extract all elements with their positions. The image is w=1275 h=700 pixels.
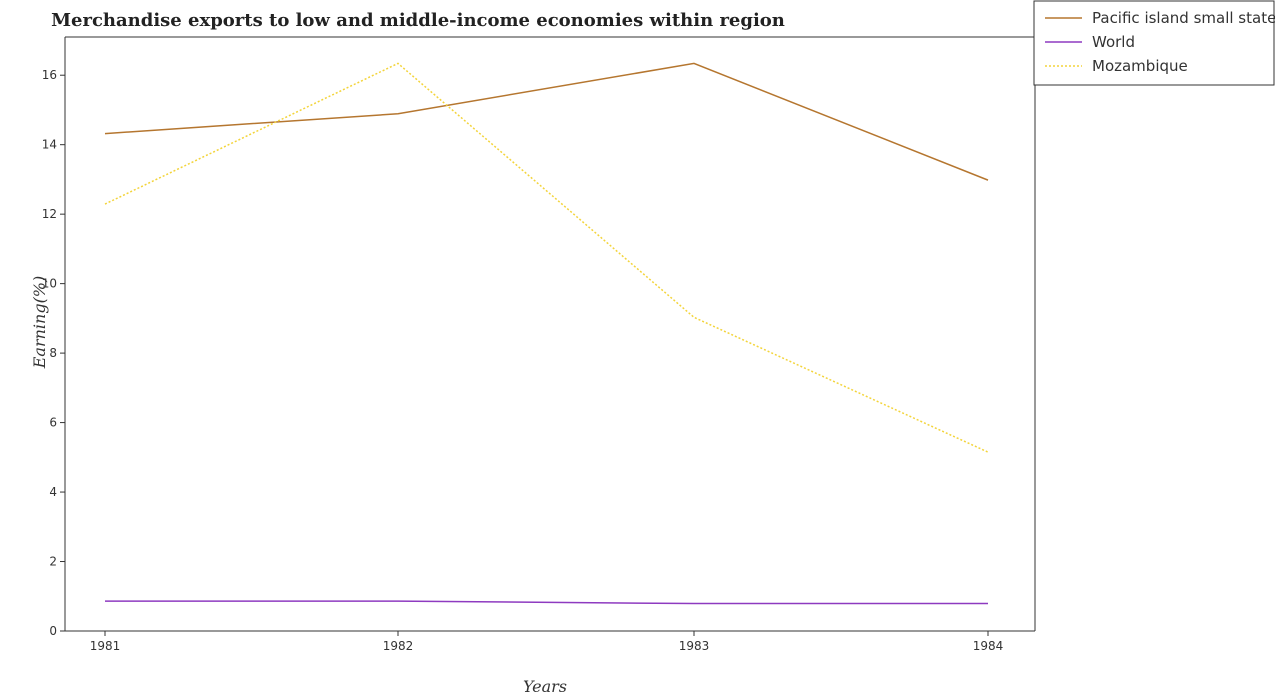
y-tick-label: 8 bbox=[49, 346, 57, 360]
y-tick-label: 10 bbox=[42, 277, 57, 291]
x-tick-label: 1981 bbox=[90, 639, 121, 653]
legend-label: World bbox=[1092, 33, 1135, 51]
series-line-mozambique bbox=[104, 62, 989, 453]
legend: Pacific island small states World Mozambiq… bbox=[1033, 0, 1275, 86]
legend-box bbox=[1033, 0, 1275, 86]
legend-label: Pacific island small states bbox=[1092, 9, 1275, 27]
y-tick-label: 2 bbox=[49, 555, 57, 569]
y-tick-label: 0 bbox=[49, 624, 57, 638]
y-tick-label: 16 bbox=[42, 68, 57, 82]
chart-title: Merchandise exports to low and middle-in… bbox=[51, 10, 785, 31]
y-tick-label: 4 bbox=[49, 485, 57, 499]
axes: 0 2 4 6 8 10 12 14 16 1981 1982 1983 1984 bbox=[42, 36, 1036, 653]
series-line-world bbox=[105, 600, 988, 605]
y-axis-label: Earning(%) bbox=[30, 276, 49, 370]
x-tick-label: 1983 bbox=[679, 639, 710, 653]
series-line-pacific-island-small-states bbox=[104, 62, 989, 181]
series-layer bbox=[104, 62, 989, 605]
y-tick-label: 14 bbox=[42, 138, 57, 152]
x-axis-label: Years bbox=[523, 677, 567, 696]
x-tick-label: 1982 bbox=[383, 639, 414, 653]
y-tick-label: 6 bbox=[49, 416, 57, 430]
legend-label: Mozambique bbox=[1092, 57, 1188, 75]
y-tick-label: 12 bbox=[42, 207, 57, 221]
x-tick-label: 1984 bbox=[973, 639, 1004, 653]
